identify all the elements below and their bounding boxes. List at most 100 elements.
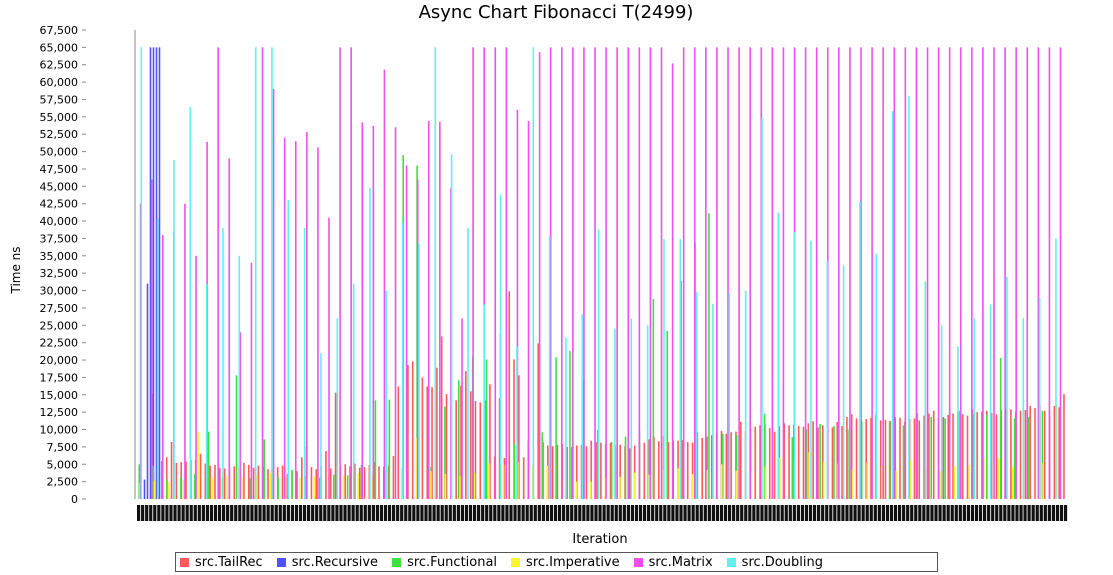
x-tick-label xyxy=(557,505,562,521)
x-tick-label xyxy=(205,505,210,521)
bar-imperative xyxy=(822,461,825,499)
bar-imperative xyxy=(502,464,505,499)
x-tick-label xyxy=(173,505,177,521)
x-tick-label xyxy=(732,505,736,521)
x-tick-label xyxy=(748,505,752,521)
x-tick-label xyxy=(638,505,643,521)
bar-tailrec xyxy=(170,442,173,499)
bar-tailrec xyxy=(513,359,515,499)
x-tick-label xyxy=(553,505,558,521)
bar-doubling xyxy=(532,47,535,500)
x-tick-label xyxy=(861,505,865,521)
legend-swatch xyxy=(726,557,736,567)
x-tick-label xyxy=(189,505,193,521)
bar-matrix xyxy=(771,47,774,500)
y-tick-label: 32,500 xyxy=(40,267,79,280)
x-tick-label xyxy=(881,505,885,521)
x-tick-label xyxy=(800,505,805,521)
x-tick-label xyxy=(796,505,800,521)
bar-tailrec xyxy=(484,400,486,499)
bar-doubling xyxy=(712,303,714,499)
bar-tailrec xyxy=(797,426,800,499)
y-tick-label: 47,500 xyxy=(40,163,79,176)
bar-tailrec xyxy=(257,465,260,499)
bar-imperative xyxy=(997,458,999,499)
bar-tailrec xyxy=(214,464,216,499)
bar-tailrec xyxy=(508,291,511,499)
y-tick-label: 45,000 xyxy=(40,180,79,193)
bar-imperative xyxy=(648,474,650,499)
x-tick-label xyxy=(950,505,954,521)
bar-doubling xyxy=(630,318,633,499)
y-tick-label: 55,000 xyxy=(40,111,79,124)
x-tick-label xyxy=(298,505,303,521)
y-tick-label: 0 xyxy=(71,493,78,506)
x-tick-label xyxy=(954,505,958,521)
bar-doubling xyxy=(908,96,910,499)
bar-matrix xyxy=(1059,47,1062,500)
y-tick-label: 65,000 xyxy=(40,41,79,54)
x-tick-label xyxy=(230,505,234,521)
bar-tailrec xyxy=(551,446,554,499)
bar-matrix xyxy=(1015,47,1017,500)
legend-label: src.TailRec xyxy=(195,554,263,570)
legend-item: src.Imperative xyxy=(511,555,620,570)
x-tick-label xyxy=(274,505,278,521)
bar-imperative xyxy=(720,464,723,499)
legend-item: src.TailRec xyxy=(180,555,263,570)
x-tick-label xyxy=(489,505,493,521)
bar-recursive xyxy=(152,47,155,500)
x-tick-label xyxy=(331,505,335,521)
x-tick-label xyxy=(659,505,663,521)
bar-tailrec xyxy=(460,385,462,499)
x-tick-label xyxy=(974,505,979,521)
bar-matrix xyxy=(638,47,641,500)
bar-tailrec xyxy=(952,413,954,499)
bar-recursive xyxy=(146,283,149,499)
x-tick-label xyxy=(893,505,898,521)
x-tick-label xyxy=(246,505,250,521)
bar-imperative xyxy=(459,476,461,499)
bar-tailrec xyxy=(556,444,559,499)
legend-label: src.Functional xyxy=(407,554,498,570)
bar-tailrec xyxy=(267,469,269,499)
bar-matrix xyxy=(971,47,973,500)
x-tick-label xyxy=(804,505,809,521)
bar-matrix xyxy=(682,47,685,500)
bar-tailrec xyxy=(349,466,351,499)
x-tick-label xyxy=(586,505,590,521)
x-tick-label xyxy=(962,505,966,521)
bar-matrix xyxy=(294,141,297,500)
x-tick-label xyxy=(610,505,614,521)
x-tick-label xyxy=(323,505,327,521)
bar-tailrec xyxy=(990,412,993,499)
y-tick-label: 2,500 xyxy=(47,476,79,489)
bar-matrix xyxy=(782,47,785,500)
x-tick-label xyxy=(889,505,894,521)
x-tick-label xyxy=(525,505,529,521)
bar-functional xyxy=(388,399,391,499)
bar-tailrec xyxy=(600,442,602,499)
bar-tailrec xyxy=(633,445,636,499)
bar-tailrec xyxy=(252,467,255,499)
y-tick-label: 52,500 xyxy=(40,128,79,141)
x-tick-label xyxy=(412,505,416,521)
x-tick-label xyxy=(201,505,205,521)
bar-tailrec xyxy=(411,361,414,499)
bar-tailrec xyxy=(870,417,872,499)
x-tick-label xyxy=(460,505,465,521)
bar-functional xyxy=(332,474,335,499)
legend-label: src.Doubling xyxy=(741,554,823,570)
x-tick-label xyxy=(1027,505,1031,521)
bar-functional xyxy=(374,400,377,499)
x-tick-label xyxy=(590,505,594,521)
x-tick-label xyxy=(250,505,254,521)
x-tick-label xyxy=(995,505,999,521)
x-tick-label xyxy=(788,505,792,521)
bar-doubling xyxy=(434,47,437,500)
bar-matrix xyxy=(350,47,352,500)
bar-tailrec xyxy=(595,442,597,499)
bar-functional xyxy=(249,478,252,499)
x-tick-label xyxy=(618,505,622,521)
y-tick-label: 12,500 xyxy=(40,406,79,419)
